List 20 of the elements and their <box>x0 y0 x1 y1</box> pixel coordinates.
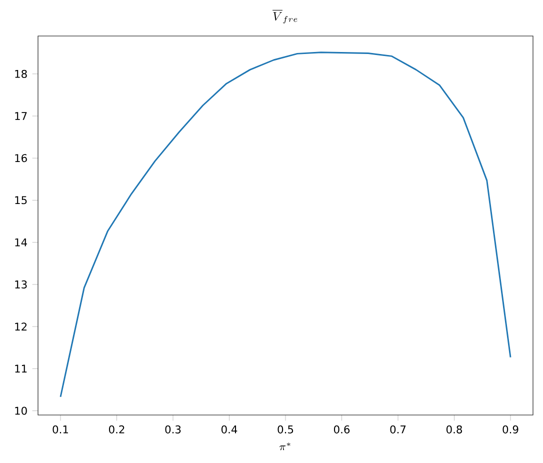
x-tick-label: 0.2 <box>108 425 124 434</box>
y-tick-label: 16 <box>15 154 27 162</box>
y-tick-label: 12 <box>15 322 27 331</box>
x-tick-label: 0.7 <box>390 425 406 434</box>
x-axis-title: $\pi^*$ <box>279 442 290 450</box>
x-tick-label: 0.8 <box>446 425 462 434</box>
y-tick-label: 11 <box>15 364 27 373</box>
x-tick-label: 0.6 <box>334 425 350 434</box>
y-tick-label: 10 <box>15 406 27 415</box>
y-tick-label: 15 <box>15 196 27 204</box>
y-tick-label: 13 <box>15 280 27 288</box>
x-tick-label: 0.5 <box>278 425 294 434</box>
y-tick-label: 14 <box>15 238 28 246</box>
y-tick-label: 17 <box>15 112 27 120</box>
x-tick-label: 0.4 <box>221 425 238 434</box>
x-tick-label: 0.1 <box>52 425 68 434</box>
chart-title: $\overline{V}_{fre}$ <box>272 10 298 24</box>
x-tick-label: 0.9 <box>502 425 518 434</box>
y-tick-label: 18 <box>15 70 27 78</box>
x-tick-label: 0.3 <box>165 425 181 434</box>
